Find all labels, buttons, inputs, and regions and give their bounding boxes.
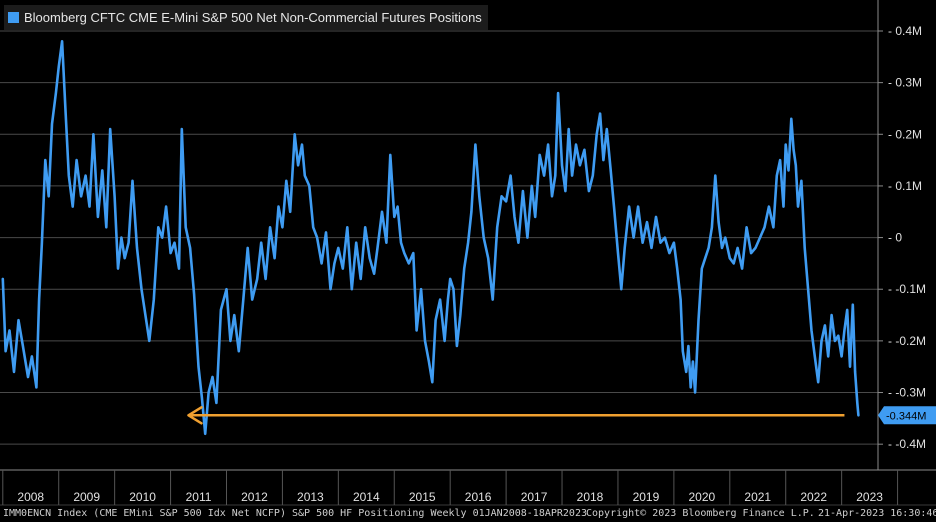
x-tick-label: 2015 bbox=[409, 490, 436, 504]
legend-label: Bloomberg CFTC CME E-Mini S&P 500 Net No… bbox=[24, 10, 482, 25]
footer-copyright: Copyright© 2023 Bloomberg Finance L.P. bbox=[586, 508, 815, 519]
tick-labels: - 0.4M - 0.3M - 0.2M - 0.1M - 0 - -0.1M - -0.2… bbox=[17, 24, 926, 504]
y-tick-label: - 0.2M bbox=[888, 127, 922, 141]
chart-canvas: - 0.4M - 0.3M - 0.2M - 0.1M - 0 - -0.1M - -0.2… bbox=[0, 0, 936, 506]
x-tick-label: 2011 bbox=[186, 490, 212, 504]
x-tick-label: 2020 bbox=[688, 490, 715, 504]
x-tick-label: 2022 bbox=[800, 490, 827, 504]
x-tick-label: 2013 bbox=[297, 490, 324, 504]
arrow-head bbox=[187, 406, 203, 425]
y-tick-label: - 0.3M bbox=[888, 76, 922, 90]
grid-lines bbox=[0, 30, 878, 445]
y-tick-label: - -0.3M bbox=[888, 386, 926, 400]
legend-swatch-icon bbox=[8, 12, 19, 23]
chart-legend: Bloomberg CFTC CME E-Mini S&P 500 Net No… bbox=[4, 5, 488, 30]
x-tick-label: 2021 bbox=[744, 490, 771, 504]
y-tick-label: - -0.4M bbox=[888, 437, 926, 451]
x-tick-label: 2010 bbox=[129, 490, 156, 504]
x-tick-label: 2014 bbox=[353, 490, 380, 504]
y-tick-label: - -0.2M bbox=[888, 334, 926, 348]
last-value-tag: -0.344M bbox=[878, 406, 936, 425]
x-tick-label: 2017 bbox=[521, 490, 548, 504]
x-tick-label: 2016 bbox=[465, 490, 492, 504]
last-value-label: -0.344M bbox=[886, 410, 926, 422]
y-tick-label: - 0.1M bbox=[888, 179, 922, 193]
y-tick-label: - -0.1M bbox=[888, 282, 926, 296]
last-value-badge bbox=[878, 406, 936, 425]
footer-ticker-info: IMM0ENCN Index (CME EMini S&P 500 Idx Ne… bbox=[3, 508, 587, 519]
footer-timestamp: 21-Apr-2023 16:30:46 bbox=[818, 508, 936, 519]
annotation-arrow bbox=[187, 406, 845, 425]
x-tick-label: 2009 bbox=[73, 490, 100, 504]
x-tick-label: 2018 bbox=[577, 490, 604, 504]
x-tick-label: 2012 bbox=[241, 490, 268, 504]
footer-bar: IMM0ENCN Index (CME EMini S&P 500 Idx Ne… bbox=[0, 506, 936, 522]
x-tick-label: 2008 bbox=[17, 490, 44, 504]
y-tick-label: - 0.4M bbox=[888, 24, 922, 38]
series-line-path bbox=[1, 40, 860, 436]
y-tick-label: - 0 bbox=[888, 231, 902, 245]
x-tick-label: 2023 bbox=[856, 490, 883, 504]
series-line bbox=[1, 40, 860, 436]
axes bbox=[0, 0, 936, 506]
x-tick-label: 2019 bbox=[633, 490, 660, 504]
